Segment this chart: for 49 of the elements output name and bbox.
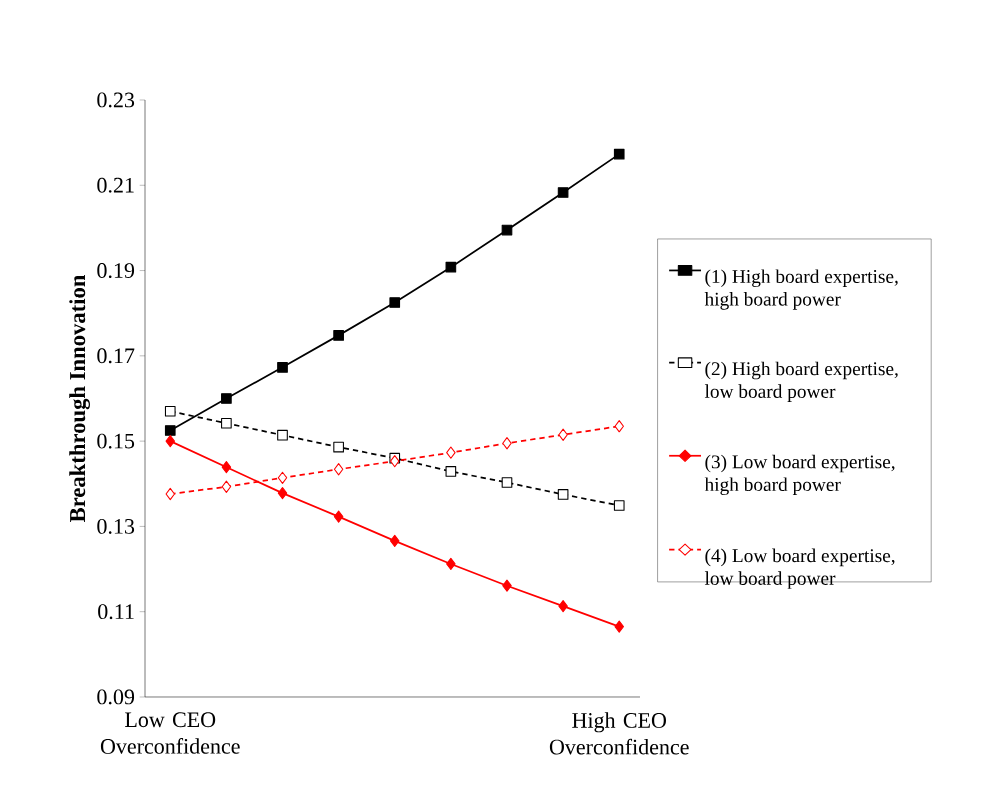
- point: [389, 297, 401, 308]
- point: [390, 455, 400, 468]
- legend-label: (3) Low board expertise, high board power: [704, 454, 895, 496]
- point: [165, 487, 175, 501]
- legend-label: (1) High board expertise, high board power: [704, 269, 898, 310]
- point: [221, 461, 232, 474]
- y-tick-label: 0.11: [98, 604, 134, 620]
- point: [502, 579, 512, 592]
- x-tick-label: Low CEO Overconfidence: [100, 712, 240, 754]
- y-tick-label: 0.23: [97, 92, 135, 108]
- point: [558, 600, 568, 613]
- point: [164, 405, 176, 417]
- point: [277, 362, 288, 373]
- point: [333, 510, 344, 523]
- point: [445, 261, 457, 273]
- point: [221, 480, 232, 493]
- point: [165, 434, 175, 448]
- legend-label: (2) High board expertise, low board power: [704, 361, 898, 402]
- point: [164, 425, 176, 436]
- point: [613, 500, 625, 511]
- y-tick-label: 0.17: [97, 348, 135, 364]
- point: [501, 477, 513, 488]
- point: [277, 429, 288, 441]
- point: [333, 330, 344, 341]
- x-tick-label: High CEO Overconfidence: [549, 712, 689, 755]
- y-tick-label: 0.15: [97, 433, 135, 449]
- point: [277, 471, 288, 484]
- point: [614, 420, 624, 433]
- point: [614, 620, 624, 633]
- point: [221, 393, 232, 404]
- y-tick-label: 0.19: [97, 263, 135, 279]
- point: [390, 534, 400, 548]
- point: [277, 487, 288, 500]
- point: [445, 466, 457, 477]
- legend-label: (4) Low board expertise, low board power: [704, 548, 895, 589]
- point: [502, 437, 512, 450]
- point: [333, 463, 344, 476]
- point: [446, 446, 456, 459]
- point: [558, 428, 568, 441]
- point: [221, 417, 232, 429]
- point: [557, 489, 569, 500]
- point: [446, 557, 456, 571]
- y-axis-title: Breakthrough Innovation: [69, 274, 90, 523]
- y-tick-label: 0.13: [97, 518, 135, 534]
- point: [333, 441, 344, 453]
- y-tick-label: 0.21: [97, 177, 134, 193]
- y-tick-label: 0.09: [97, 689, 135, 705]
- point: [557, 187, 569, 198]
- point: [613, 148, 625, 160]
